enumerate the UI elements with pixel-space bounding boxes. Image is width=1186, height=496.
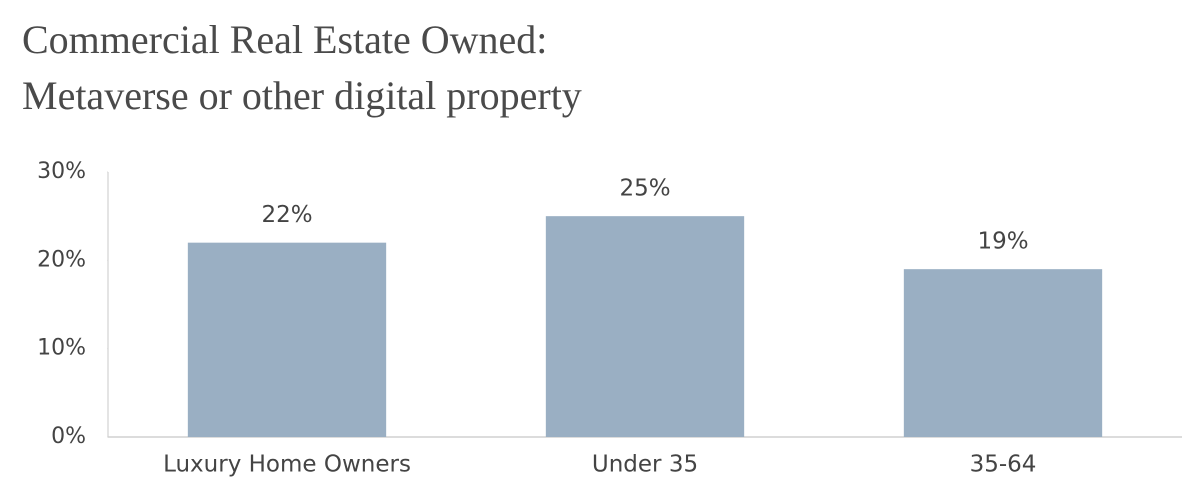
x-tick-label: Under 35 [592, 452, 698, 478]
bar [187, 242, 387, 437]
x-tick-label: Luxury Home Owners [163, 452, 411, 478]
bar [545, 216, 745, 437]
y-tick-label: 30% [37, 159, 86, 184]
data-label: 19% [977, 229, 1028, 255]
data-label: 25% [619, 176, 670, 202]
y-tick-label: 20% [37, 247, 86, 272]
chart-title: Commercial Real Estate Owned: [22, 17, 547, 62]
chart-subtitle: Metaverse or other digital property [22, 73, 582, 118]
x-tick-label: 35-64 [970, 452, 1037, 478]
y-tick-label: 10% [37, 336, 86, 361]
data-label: 22% [261, 202, 312, 228]
bar [903, 269, 1103, 437]
y-tick-label: 0% [51, 424, 86, 449]
